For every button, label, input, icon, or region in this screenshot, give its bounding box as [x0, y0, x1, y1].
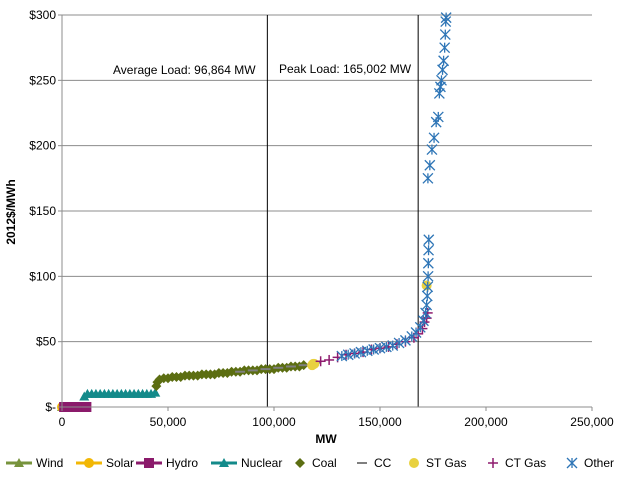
- point-other: [434, 81, 446, 93]
- series-nuclear: [79, 387, 161, 401]
- load-lines: [266, 15, 419, 407]
- legend-item-coal: Coal: [295, 456, 337, 470]
- point-other: [422, 270, 434, 282]
- legend-marker: [14, 458, 24, 467]
- y-tick-label: $300: [29, 8, 56, 22]
- point-other: [387, 340, 399, 352]
- point-other: [432, 111, 444, 123]
- point-other: [422, 172, 434, 184]
- point-other: [428, 132, 440, 144]
- legend-marker: [295, 458, 305, 468]
- point-other: [424, 159, 436, 171]
- annotation-peak-load: Peak Load: 165,002 MW: [279, 62, 412, 76]
- gridlines: [62, 14, 592, 343]
- point-other: [440, 12, 452, 24]
- legend-label: Other: [584, 456, 614, 470]
- point-other: [437, 64, 448, 76]
- legend-label: Solar: [106, 456, 134, 470]
- y-tick-label: $200: [29, 139, 56, 153]
- point-other: [418, 315, 429, 327]
- y-axis-title: 2012$/MWh: [4, 179, 18, 244]
- x-tick-label: 150,000: [358, 415, 402, 429]
- point-other: [421, 290, 433, 302]
- y-tick-label: $100: [29, 269, 56, 283]
- y-tick-label: $250: [29, 73, 56, 87]
- series-coal: [151, 360, 309, 392]
- point-other: [380, 341, 392, 353]
- legend-label: CT Gas: [505, 456, 546, 470]
- y-tick-labels: $- $50 $100 $150 $200 $250 $300: [29, 8, 56, 414]
- y-tick-label: $-: [45, 400, 56, 414]
- series-st-gas: [307, 280, 432, 371]
- point-ct-gas: [324, 354, 335, 365]
- point-other: [368, 344, 380, 355]
- point-other: [393, 337, 405, 349]
- point-other: [439, 42, 451, 54]
- annotation-average-load: Average Load: 96,864 MW: [113, 63, 256, 77]
- point-other: [422, 257, 434, 269]
- data-marks: [57, 12, 452, 412]
- x-tick-label: 200,000: [464, 415, 508, 429]
- point-other: [422, 281, 434, 293]
- legend-label: ST Gas: [426, 456, 466, 470]
- series-ct-gas: [315, 307, 433, 367]
- legend-label: Coal: [312, 456, 337, 470]
- legend-item-other: Other: [566, 456, 614, 470]
- legend-item-st-gas: ST Gas: [409, 456, 466, 470]
- x-axis-title: MW: [315, 432, 337, 446]
- legend-item-nuclear: Nuclear: [211, 456, 282, 470]
- legend-label: Nuclear: [241, 456, 282, 470]
- legend-label: CC: [374, 456, 392, 470]
- point-nuclear: [150, 387, 161, 397]
- point-other: [336, 350, 348, 362]
- point-other: [423, 234, 435, 246]
- x-tick-label: 0: [59, 415, 66, 429]
- legend-marker: [566, 457, 578, 469]
- point-other: [436, 74, 447, 86]
- point-other: [433, 87, 445, 99]
- x-tick-label: 50,000: [150, 415, 187, 429]
- legend-item-ct-gas: CT Gas: [488, 456, 546, 470]
- y-tick-label: $50: [36, 335, 56, 349]
- legend-item-solar: Solar: [76, 456, 134, 470]
- legend-marker: [144, 458, 154, 468]
- legend-item-cc: CC: [357, 456, 392, 470]
- point-other: [342, 349, 354, 361]
- y-tick-label: $150: [29, 204, 56, 218]
- point-other: [399, 334, 411, 346]
- point-other: [355, 346, 367, 358]
- legend-item-wind: Wind: [6, 456, 63, 470]
- axes: [58, 14, 593, 411]
- legend-item-hydro: Hydro: [136, 456, 198, 470]
- legend-label: Hydro: [166, 456, 198, 470]
- point-other: [410, 327, 422, 338]
- x-tick-label: 250,000: [570, 415, 614, 429]
- legend-marker: [409, 458, 419, 468]
- x-tick-label: 100,000: [252, 415, 296, 429]
- legend-marker: [488, 458, 498, 468]
- point-other: [438, 55, 450, 67]
- legend-marker: [84, 458, 94, 468]
- point-other: [423, 244, 435, 256]
- point-other: [349, 347, 361, 359]
- point-other: [361, 345, 373, 357]
- legend-marker: [219, 458, 229, 467]
- point-st-gas: [309, 358, 320, 369]
- legend-label: Wind: [36, 456, 63, 470]
- point-other: [426, 144, 438, 156]
- legend: Wind Solar Hydro Nuclear Coal CC ST Gas CT Gas O…: [6, 456, 614, 470]
- x-tick-labels: 0 50,000 100,000 150,000 200,000 250,000: [59, 415, 614, 429]
- series-other: [336, 12, 452, 362]
- point-other: [374, 342, 386, 354]
- point-ct-gas: [315, 356, 326, 367]
- point-other: [439, 29, 451, 41]
- point-other: [421, 299, 433, 311]
